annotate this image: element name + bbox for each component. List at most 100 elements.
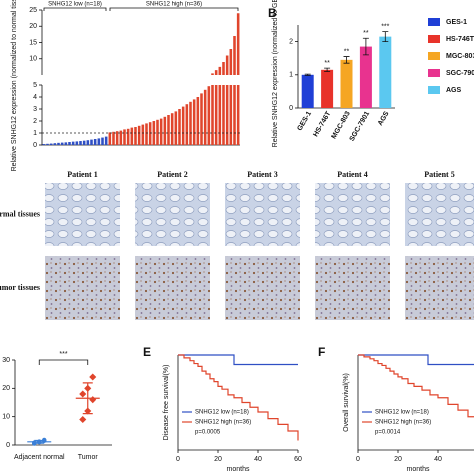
bar (156, 119, 159, 145)
significance: ** (324, 60, 330, 67)
legend-swatch (428, 52, 440, 60)
group-label: SNHG12 low (n=18) (48, 2, 102, 8)
histology-image (405, 183, 474, 246)
x-tick-label: 20 (214, 456, 222, 463)
bar (174, 111, 178, 145)
bar (214, 70, 218, 145)
panel-label: E (143, 345, 151, 359)
bracket (38, 359, 89, 365)
column-label: Patient 1 (67, 170, 97, 179)
bar (126, 128, 130, 145)
legend-label: GES-1 (446, 19, 467, 26)
significance: ** (363, 30, 369, 37)
legend-label: SNHG12 low (n=18) (375, 410, 429, 416)
bar (321, 69, 334, 108)
bar (225, 55, 229, 145)
p-value: p=0.0005 (195, 430, 221, 436)
x-tick-label: 60 (294, 456, 302, 463)
x-tick-label: 0 (176, 456, 180, 463)
error-bar (343, 56, 350, 64)
bar (64, 142, 68, 145)
histology-image (315, 183, 390, 246)
bar (178, 109, 181, 145)
legend-label: MGC-803 (446, 53, 474, 60)
panel-label: F (318, 345, 325, 359)
y-tick-label: 0 (6, 442, 10, 449)
axes (357, 355, 474, 451)
histology-image (315, 256, 390, 320)
bar (229, 49, 233, 145)
row-label: Adjacent normal tissues (0, 209, 40, 218)
axes (14, 360, 112, 446)
bar (42, 144, 46, 145)
column-label: Patient 2 (157, 170, 187, 179)
y-tick-label: 3 (33, 106, 37, 113)
column-label: Patient 5 (424, 170, 454, 179)
significance: ** (344, 48, 350, 55)
legend-label: SNHG12 high (n=36) (375, 420, 431, 426)
histology-image (45, 183, 120, 246)
bar (203, 89, 207, 145)
legend-swatch (428, 35, 440, 43)
group-label: SNHG12 high (n=36) (146, 2, 202, 8)
x-tick-label: Adjacent normal (14, 454, 65, 461)
y-axis (41, 10, 240, 146)
bar (60, 142, 64, 145)
group-bracket (43, 7, 107, 11)
y-axis-label: Disease free survival(%) (163, 365, 170, 441)
legend-swatch (428, 18, 440, 26)
error-bar (304, 73, 311, 76)
x-axis-label: months (227, 466, 250, 473)
bar (181, 106, 185, 145)
bar (170, 113, 174, 145)
y-tick-label: 1 (33, 130, 37, 137)
histology-image (135, 256, 210, 320)
bar (301, 74, 314, 108)
survival-curve (178, 354, 299, 441)
bar (75, 141, 79, 145)
bar (68, 142, 71, 145)
bar (207, 86, 211, 145)
bar (46, 143, 49, 145)
point (84, 407, 92, 415)
bar (163, 116, 167, 145)
point (42, 437, 47, 443)
bar (359, 46, 372, 108)
point (32, 441, 37, 446)
point (79, 415, 87, 424)
error-bar (382, 31, 389, 42)
group-bracket (109, 7, 239, 11)
bar (218, 66, 222, 145)
bar (137, 125, 141, 145)
y-tick-label: 1 (289, 72, 293, 79)
bar (233, 36, 236, 145)
bar (167, 115, 170, 145)
y-tick-label: 5 (33, 82, 37, 89)
legend-label: HS-746T (446, 36, 474, 43)
y-tick-label: 2 (33, 118, 37, 125)
legend-label: SGC-7901 (446, 70, 474, 77)
bar (104, 136, 108, 145)
legend-swatch (428, 86, 440, 94)
bar (211, 73, 214, 145)
bar (152, 121, 156, 145)
significance: *** (59, 351, 67, 358)
point (79, 390, 87, 398)
bar (196, 97, 200, 145)
legend-label: AGS (446, 87, 462, 94)
point (84, 384, 92, 392)
point (89, 373, 97, 381)
y-axis-label: Overall survival(%) (343, 373, 350, 432)
bar (236, 13, 240, 145)
bar (222, 62, 225, 145)
bar (130, 127, 134, 145)
point (89, 396, 97, 404)
column-label: Patient 4 (337, 170, 367, 179)
error-bar (362, 37, 369, 56)
y-tick-label: 20 (29, 23, 37, 30)
bar (159, 118, 163, 145)
x-tick-label: HS-746T (312, 110, 332, 138)
x-tick-label: SGC-7901 (349, 110, 372, 142)
x-tick-label: 40 (434, 456, 442, 463)
